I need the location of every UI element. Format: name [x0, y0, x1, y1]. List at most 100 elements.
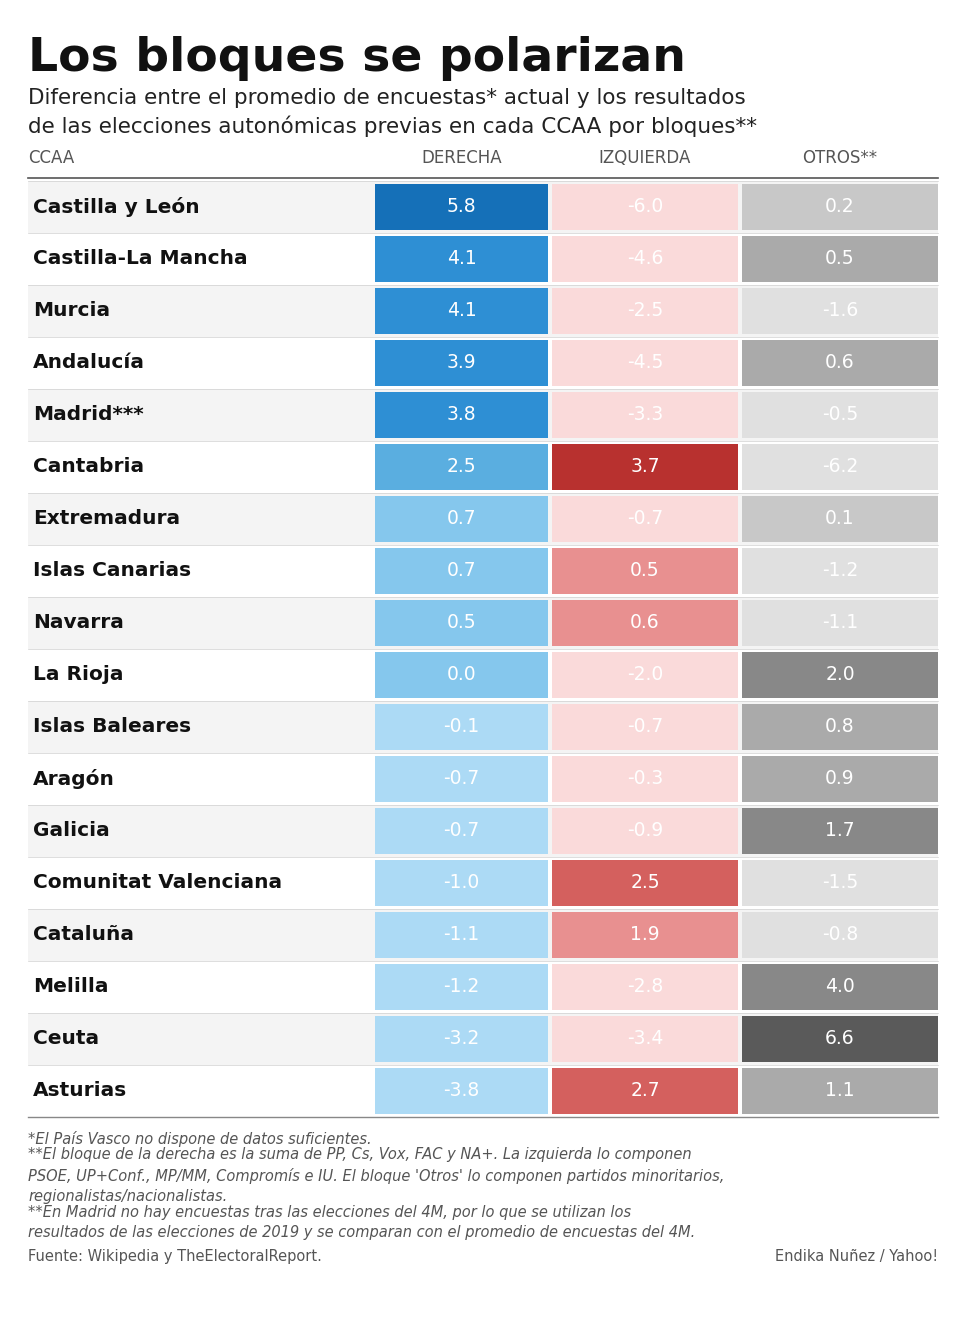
- Bar: [375, 704, 548, 751]
- Text: Endika Nuñez / Yahoo!: Endika Nuñez / Yahoo!: [775, 1249, 938, 1264]
- Text: Comunitat Valenciana: Comunitat Valenciana: [33, 874, 282, 892]
- Bar: [28, 701, 938, 753]
- Text: Diferencia entre el promedio de encuestas* actual y los resultados
de las elecci: Diferencia entre el promedio de encuesta…: [28, 88, 757, 138]
- Text: 4.0: 4.0: [826, 977, 854, 997]
- Bar: [742, 912, 938, 957]
- Text: Extremadura: Extremadura: [33, 509, 180, 529]
- Bar: [552, 1016, 738, 1062]
- Bar: [28, 389, 938, 442]
- Text: **En Madrid no hay encuestas tras las elecciones del 4M, por lo que se utilizan : **En Madrid no hay encuestas tras las el…: [28, 1205, 695, 1240]
- Bar: [552, 599, 738, 646]
- Text: Ceuta: Ceuta: [33, 1029, 99, 1049]
- Text: 0.7: 0.7: [446, 561, 476, 581]
- Text: Navarra: Navarra: [33, 614, 124, 633]
- Bar: [552, 339, 738, 386]
- Text: Asturias: Asturias: [33, 1082, 128, 1101]
- Text: 0.5: 0.5: [446, 614, 476, 633]
- Text: **El bloque de la derecha es la suma de PP, Cs, Vox, FAC y NA+. La izquierda lo : **El bloque de la derecha es la suma de …: [28, 1147, 725, 1204]
- Bar: [742, 236, 938, 282]
- Text: La Rioja: La Rioja: [33, 666, 124, 684]
- Text: 4.1: 4.1: [446, 249, 476, 268]
- Text: Cantabria: Cantabria: [33, 457, 144, 476]
- Text: 0.6: 0.6: [630, 614, 660, 633]
- Bar: [28, 545, 938, 597]
- Bar: [742, 288, 938, 334]
- Text: Andalucía: Andalucía: [33, 354, 145, 373]
- Bar: [28, 493, 938, 545]
- Bar: [742, 808, 938, 854]
- Text: -0.9: -0.9: [627, 822, 663, 841]
- Bar: [28, 910, 938, 961]
- Bar: [28, 1013, 938, 1065]
- Bar: [552, 184, 738, 229]
- Bar: [742, 339, 938, 386]
- Text: -3.4: -3.4: [627, 1029, 663, 1049]
- Text: Aragón: Aragón: [33, 769, 115, 789]
- Text: 3.7: 3.7: [630, 457, 660, 476]
- Bar: [28, 442, 938, 493]
- Text: DERECHA: DERECHA: [421, 149, 502, 167]
- Text: -2.5: -2.5: [627, 301, 663, 321]
- Text: -1.5: -1.5: [822, 874, 858, 892]
- Bar: [28, 597, 938, 648]
- Text: 5.8: 5.8: [446, 198, 476, 216]
- Text: -1.1: -1.1: [444, 926, 480, 944]
- Text: -6.0: -6.0: [627, 198, 663, 216]
- Text: OTROS**: OTROS**: [803, 149, 877, 167]
- Bar: [375, 808, 548, 854]
- Text: -0.8: -0.8: [822, 926, 858, 944]
- Bar: [742, 444, 938, 491]
- Text: -6.2: -6.2: [822, 457, 858, 476]
- Bar: [375, 652, 548, 697]
- Text: -0.5: -0.5: [822, 406, 858, 424]
- Text: 4.1: 4.1: [446, 301, 476, 321]
- Bar: [28, 805, 938, 857]
- Bar: [375, 861, 548, 906]
- Bar: [552, 704, 738, 751]
- Bar: [552, 236, 738, 282]
- Text: 2.5: 2.5: [446, 457, 476, 476]
- Text: 2.7: 2.7: [630, 1082, 660, 1101]
- Bar: [742, 184, 938, 229]
- Text: -1.1: -1.1: [822, 614, 858, 633]
- Bar: [375, 599, 548, 646]
- Text: 0.6: 0.6: [826, 354, 854, 373]
- Bar: [375, 339, 548, 386]
- Text: -2.0: -2.0: [627, 666, 663, 684]
- Bar: [552, 548, 738, 594]
- Text: Islas Canarias: Islas Canarias: [33, 561, 191, 581]
- Bar: [742, 964, 938, 1010]
- Text: 1.9: 1.9: [630, 926, 660, 944]
- Text: -0.7: -0.7: [627, 509, 663, 529]
- Text: -1.0: -1.0: [444, 874, 480, 892]
- Bar: [28, 233, 938, 285]
- Bar: [375, 444, 548, 491]
- Bar: [742, 392, 938, 438]
- Bar: [552, 912, 738, 957]
- Text: Castilla y León: Castilla y León: [33, 198, 200, 217]
- Bar: [552, 288, 738, 334]
- Bar: [742, 1067, 938, 1114]
- Text: 2.0: 2.0: [826, 666, 854, 684]
- Bar: [552, 964, 738, 1010]
- Text: 0.7: 0.7: [446, 509, 476, 529]
- Text: 2.5: 2.5: [630, 874, 660, 892]
- Text: CCAA: CCAA: [28, 149, 74, 167]
- Bar: [375, 236, 548, 282]
- Bar: [375, 288, 548, 334]
- Bar: [375, 756, 548, 802]
- Bar: [375, 548, 548, 594]
- Bar: [28, 961, 938, 1013]
- Text: 0.5: 0.5: [630, 561, 660, 581]
- Text: Madrid***: Madrid***: [33, 406, 144, 424]
- Bar: [375, 1016, 548, 1062]
- Bar: [552, 861, 738, 906]
- Bar: [552, 444, 738, 491]
- Bar: [28, 337, 938, 389]
- Text: -0.1: -0.1: [444, 717, 480, 736]
- Bar: [375, 392, 548, 438]
- Text: -3.3: -3.3: [627, 406, 663, 424]
- Bar: [552, 496, 738, 542]
- Text: 3.8: 3.8: [446, 406, 476, 424]
- Text: -1.6: -1.6: [822, 301, 858, 321]
